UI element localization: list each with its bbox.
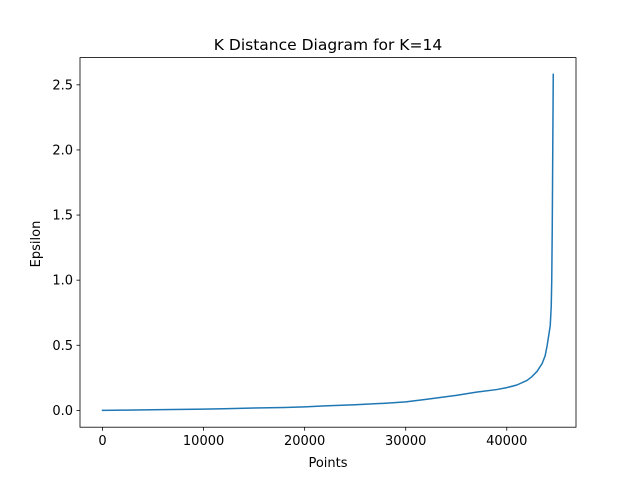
x-tick-label: 20000	[284, 434, 325, 449]
axes-frame	[79, 57, 577, 428]
x-axis-label: Points	[308, 456, 347, 471]
x-tick-label: 40000	[486, 434, 527, 449]
x-tick-label: 30000	[385, 434, 426, 449]
x-tick-label: 10000	[183, 434, 224, 449]
y-tick-label: 0.0	[52, 404, 73, 419]
plot-area	[79, 57, 577, 428]
x-axis: 0 10000 20000 30000 40000	[98, 427, 527, 449]
series-line-0	[101, 73, 555, 412]
y-tick-label: 0.5	[52, 339, 73, 354]
y-tick-label: 1.5	[52, 209, 73, 224]
y-axis: 0.0 0.5 1.0 1.5 2.0 2.5	[52, 78, 80, 419]
y-tick-label: 2.5	[52, 78, 73, 93]
y-tick-label: 2.0	[52, 143, 73, 158]
x-tick-label: 0	[98, 434, 106, 449]
y-tick-label: 1.0	[52, 274, 73, 289]
chart-title: K Distance Diagram for K=14	[214, 36, 442, 54]
y-axis-label: Epsilon	[29, 221, 44, 268]
